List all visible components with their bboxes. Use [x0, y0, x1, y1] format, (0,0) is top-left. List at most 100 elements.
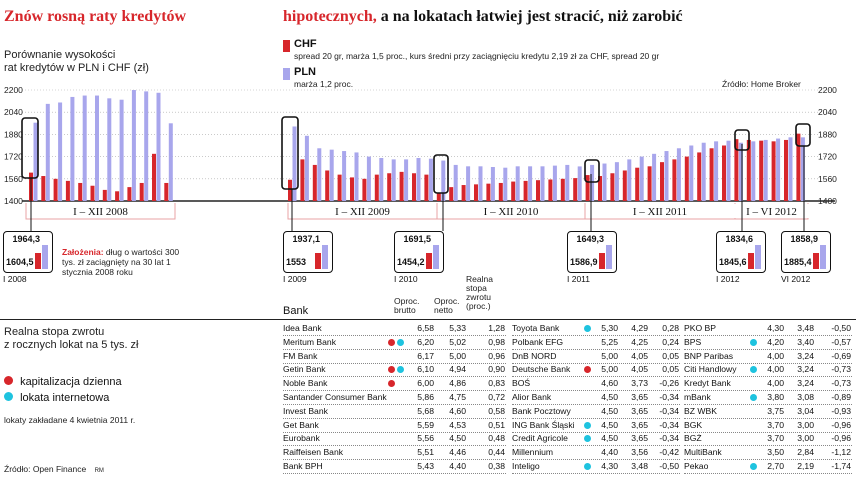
real-return: -0,73: [831, 378, 851, 389]
table-row: Polbank EFG 5,25 4,25 0,24: [512, 336, 680, 350]
callout-pln-bar: [322, 245, 328, 269]
real-return: 0,83: [488, 378, 505, 389]
chf-bar: [585, 175, 590, 201]
bank-name: DnB NORD: [512, 350, 557, 361]
chf-bar: [548, 179, 553, 201]
internet-deposit-dot-icon: [584, 421, 591, 429]
chf-bar: [374, 174, 379, 201]
real-return: 0,48: [488, 433, 505, 444]
pln-bar: [428, 158, 433, 201]
table-row: FM Bank 6,17 5,00 0,96: [283, 350, 506, 364]
real-return: 1,28: [488, 323, 505, 333]
daily-capitalization-dot-icon: [388, 366, 395, 374]
chf-bar: [697, 152, 702, 201]
chf-bar: [573, 178, 578, 201]
period-label-bg: [322, 204, 403, 218]
pln-bar: [391, 159, 396, 201]
bank-name: BNP Paribas: [684, 350, 734, 361]
net-rate: 4,60: [449, 405, 466, 416]
chf-bar: [362, 178, 367, 201]
table-row: BOŚ 4,60 3,73 -0,26: [512, 377, 680, 392]
gross-rate: 4,40: [601, 447, 618, 458]
net-rate: 3,65: [631, 419, 648, 430]
gross-rate: 6,58: [417, 323, 434, 333]
subtitle-line1: Porównanie wysokości: [4, 49, 116, 61]
callout-pln-value: 1937,1: [292, 234, 320, 244]
bank-name: MultiBank: [684, 447, 722, 458]
chf-bar: [771, 141, 776, 201]
net-rate: 3,04: [797, 405, 814, 416]
pln-bar: [602, 163, 607, 201]
real-return: -0,93: [831, 405, 851, 416]
table-row: Pekao 2,70 2,19 -1,74: [684, 460, 852, 474]
period-label: I – XII 2008: [73, 206, 128, 218]
table-row: BGŻ 3,70 3,00 -0,96: [684, 432, 852, 447]
pln-bar: [107, 98, 112, 201]
pln-bar: [33, 122, 38, 201]
real-return: -0,73: [831, 364, 851, 375]
pln-bar: [441, 160, 446, 201]
net-rate: 5,00: [449, 350, 466, 361]
chf-bar: [312, 164, 317, 201]
net-rate: 3,00: [797, 433, 814, 444]
real-return: 0,44: [488, 447, 505, 458]
pln-bar: [590, 164, 595, 201]
net-rate: 3,24: [797, 350, 814, 361]
table-row: Millennium 4,40 3,56 -0,42: [512, 446, 680, 461]
gross-rate: 4,00: [767, 378, 784, 389]
bank-name: BGK: [684, 419, 703, 430]
pln-bar: [751, 141, 756, 201]
gross-rate: 4,50: [601, 419, 618, 430]
chf-bar: [78, 182, 83, 201]
daily-capitalization-dot-icon: [584, 366, 591, 374]
chf-bar: [300, 159, 305, 201]
real-return: 0,90: [488, 364, 505, 375]
callout-chf-bar: [426, 253, 432, 269]
y-tick-label: 1880: [818, 129, 837, 139]
callout-box: 1834,6 1845,6: [716, 231, 766, 273]
bank-name: Polbank EFG: [512, 336, 564, 347]
bank-name: Deutsche Bank: [512, 364, 571, 375]
pln-bar: [416, 157, 421, 201]
pln-bar: [453, 164, 458, 201]
legend-red-label: kapitalizacja dzienna: [20, 376, 122, 388]
pln-bar: [379, 157, 384, 201]
callout-pln-bar: [820, 245, 826, 269]
highlight-box: [795, 123, 811, 147]
gross-rate: 3,75: [767, 405, 784, 416]
table-row: DnB NORD 5,00 4,05 0,05: [512, 350, 680, 364]
gross-rate: 5,00: [601, 364, 618, 375]
chf-bar: [449, 187, 454, 201]
chf-bar: [474, 184, 478, 201]
legend-pln-swatch: [283, 68, 290, 80]
callout-pln-value: 1691,5: [403, 234, 431, 244]
assumptions-text: dług o wartości 300 tys. zł zaciągnięty …: [62, 247, 180, 277]
bank-name: Getin Bank: [283, 364, 326, 375]
header-brutto: Oproc. brutto: [394, 296, 420, 315]
internet-deposit-dot-icon: [584, 463, 591, 470]
chf-bar: [41, 176, 46, 201]
pln-bar: [354, 152, 359, 201]
callout-chf-value: 1586,9: [570, 257, 598, 267]
pln-bar: [676, 148, 681, 201]
chf-bar: [660, 162, 664, 201]
bank-name: FM Bank: [283, 350, 318, 361]
deposits-source-tag: RM: [94, 468, 104, 474]
cyan-dot-icon: [4, 392, 13, 401]
y-tick-label: 1720: [818, 152, 837, 162]
table-row: Santander Consumer Bank 5,86 4,75 0,72: [283, 391, 506, 405]
period-bracket: [25, 203, 176, 220]
assumptions: Założenia: dług o wartości 300 tys. zł z…: [62, 247, 182, 277]
real-return: -0,34: [659, 419, 679, 430]
net-rate: 4,05: [631, 350, 648, 361]
chf-bar: [684, 156, 689, 201]
chf-bar: [759, 140, 764, 201]
chf-bar: [523, 180, 528, 201]
pln-bar: [528, 166, 533, 201]
table-row: Credit Agricole 4,50 3,65 -0,34: [512, 432, 680, 447]
section-divider: [0, 319, 856, 320]
table-row: mBank 3,80 3,08 -0,89: [684, 391, 852, 405]
net-rate: 3,65: [631, 405, 648, 416]
internet-deposit-dot-icon: [750, 366, 757, 374]
net-rate: 3,48: [797, 323, 814, 333]
